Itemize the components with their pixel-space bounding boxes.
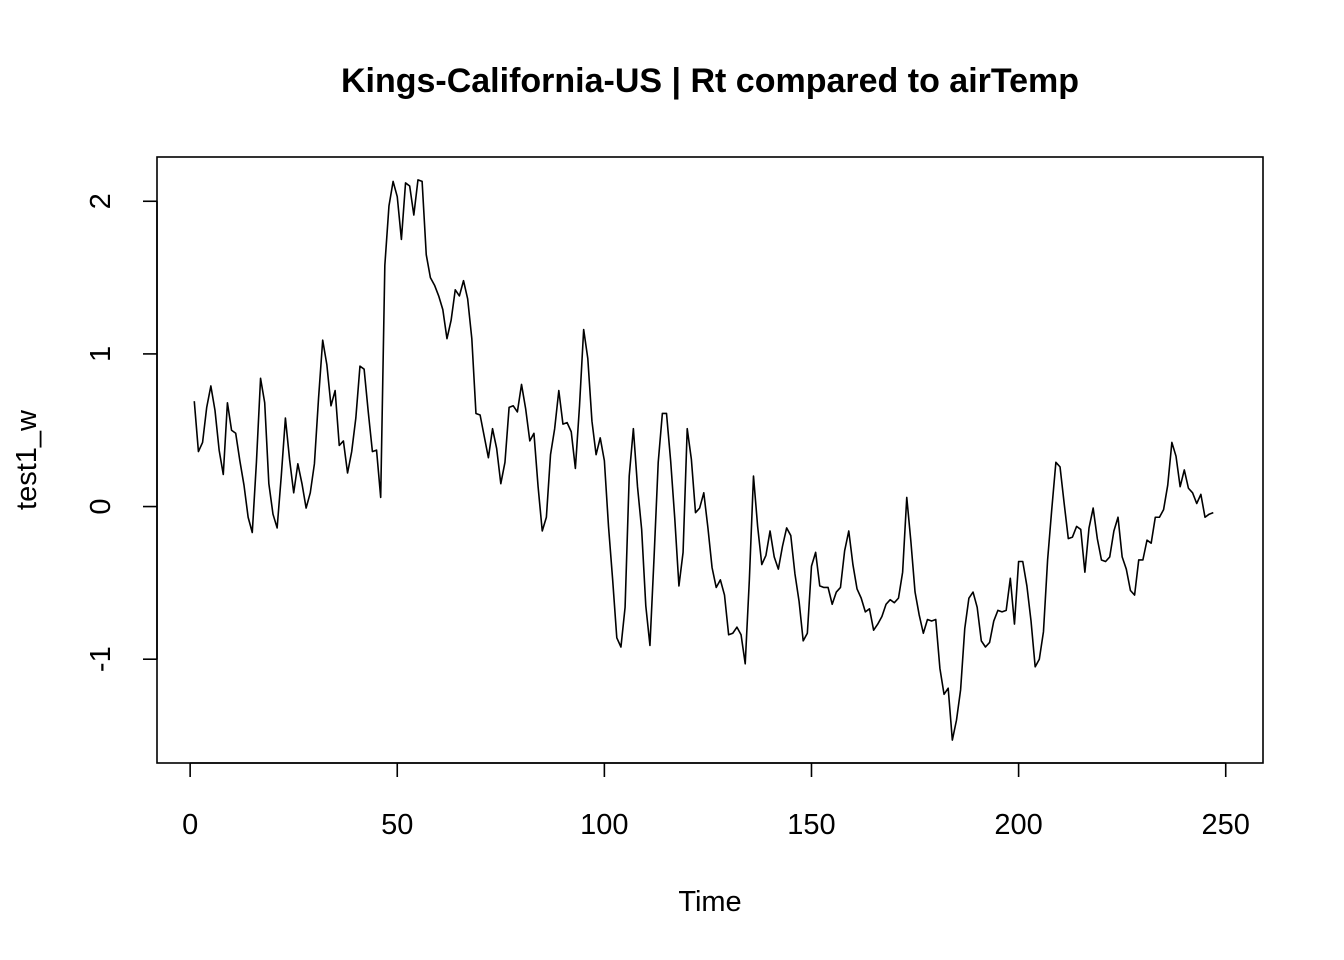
y-tick-label: 1 bbox=[85, 346, 117, 362]
x-tick-label: 200 bbox=[994, 809, 1042, 841]
x-axis-label: Time bbox=[678, 886, 741, 918]
y-tick-label: 0 bbox=[85, 498, 117, 514]
series-line bbox=[193, 179, 1214, 741]
y-tick-label: 2 bbox=[85, 193, 117, 209]
x-axis: 0 50 100 150 200 250 bbox=[182, 762, 1250, 841]
x-tick-label: 100 bbox=[580, 809, 628, 841]
y-axis-label: test1_w bbox=[11, 409, 43, 510]
chart-title: Kings-California-US | Rt compared to air… bbox=[341, 62, 1079, 100]
y-tick-label: -1 bbox=[85, 646, 117, 672]
x-tick-label: 150 bbox=[787, 809, 835, 841]
x-tick-label: 50 bbox=[381, 809, 413, 841]
plot-frame bbox=[156, 156, 1264, 764]
x-tick-label: 0 bbox=[182, 809, 198, 841]
y-axis: -1 0 1 2 bbox=[85, 193, 158, 672]
x-tick-label: 250 bbox=[1202, 809, 1250, 841]
